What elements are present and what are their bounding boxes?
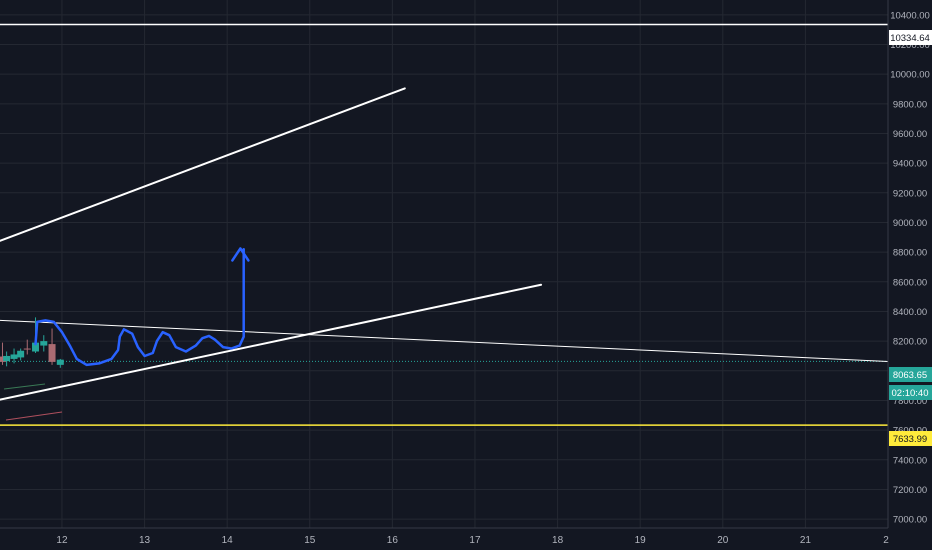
price-tick-label: 10000.00 bbox=[890, 70, 930, 81]
countdown-badge: 02:10:40 bbox=[889, 385, 932, 400]
price-tick-label: 9400.00 bbox=[893, 159, 927, 170]
candle-body bbox=[3, 355, 11, 362]
horizontal-levels bbox=[0, 23, 888, 426]
price-tick-label: 9600.00 bbox=[893, 129, 927, 140]
upper-channel-line bbox=[0, 87, 406, 242]
candle-body bbox=[32, 342, 40, 352]
candle-body bbox=[40, 341, 48, 346]
price-tick-label: 7000.00 bbox=[893, 515, 927, 526]
time-tick-label: 15 bbox=[304, 535, 316, 546]
time-axis[interactable]: 12 13 14 15 16 17 18 19 20 21 2 bbox=[0, 527, 932, 550]
time-tick-label: 17 bbox=[469, 535, 481, 546]
price-tick-label: 9200.00 bbox=[893, 188, 927, 199]
candle-body bbox=[0, 356, 6, 362]
small-green-line bbox=[3, 383, 46, 390]
trendlines bbox=[0, 87, 889, 401]
grid-lines bbox=[0, 0, 889, 528]
time-axis-background bbox=[0, 528, 932, 550]
current-price-badge: 8063.65 bbox=[889, 367, 932, 382]
time-tick-label: 14 bbox=[222, 535, 234, 546]
price-tick-label: 8200.00 bbox=[893, 337, 927, 348]
resistance-price-badge: 10334.64 bbox=[889, 30, 932, 45]
price-tick-label: 9800.00 bbox=[893, 99, 927, 110]
lower-channel-line bbox=[0, 283, 543, 401]
projection-arrow-head bbox=[231, 247, 250, 262]
time-tick-label: 18 bbox=[552, 535, 564, 546]
price-badges: 10334.64 8063.65 02:10:40 7633.99 bbox=[889, 30, 932, 446]
price-tick-label: 7200.00 bbox=[893, 485, 927, 496]
projection-path bbox=[34, 247, 245, 367]
price-tick-label: 10400.00 bbox=[890, 10, 930, 21]
time-tick-label: 21 bbox=[800, 535, 812, 546]
price-tick-label: 9000.00 bbox=[893, 218, 927, 229]
price-tick-label: 7400.00 bbox=[893, 455, 927, 466]
current-price-label: 8063.65 bbox=[893, 370, 927, 381]
time-tick-label: 13 bbox=[139, 535, 151, 546]
time-tick-label: 2 bbox=[883, 535, 889, 546]
time-tick-label: 12 bbox=[56, 535, 68, 546]
time-tick-label: 19 bbox=[635, 535, 647, 546]
price-tick-label: 7800.00 bbox=[893, 396, 927, 407]
candle-body bbox=[56, 359, 64, 365]
resistance-price-label: 10334.64 bbox=[890, 33, 930, 44]
time-tick-label: 16 bbox=[387, 535, 399, 546]
support-price-badge: 7633.99 bbox=[889, 431, 932, 446]
candlesticks bbox=[0, 317, 64, 368]
countdown-label: 02:10:40 bbox=[892, 388, 929, 399]
price-tick-label: 8800.00 bbox=[893, 248, 927, 259]
candle-body bbox=[23, 348, 31, 350]
candle-body bbox=[48, 344, 56, 362]
minor-drawings bbox=[3, 383, 63, 421]
price-tick-label: 10200.00 bbox=[890, 40, 930, 51]
candle-body bbox=[17, 350, 25, 358]
time-tick-label: 20 bbox=[717, 535, 729, 546]
support-price-label: 7633.99 bbox=[893, 434, 927, 445]
price-axis[interactable]: 10400.00 10200.00 10000.00 9800.00 9600.00 94… bbox=[887, 0, 932, 528]
projection-drawing bbox=[34, 247, 250, 367]
price-tick-label: 8400.00 bbox=[893, 307, 927, 318]
candle-body bbox=[10, 354, 18, 359]
price-tick-label: 8600.00 bbox=[893, 277, 927, 288]
descending-line bbox=[0, 319, 889, 362]
small-red-line bbox=[5, 411, 63, 421]
